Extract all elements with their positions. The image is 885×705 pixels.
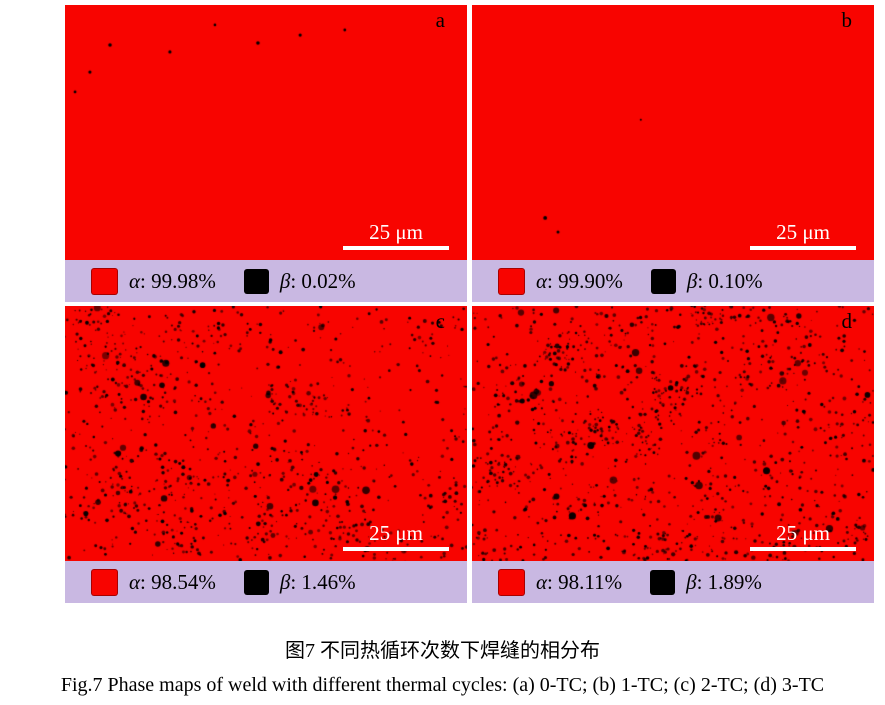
scale-bar-label-a: 25 μm [369,219,423,244]
beta-phase-swatch-d [650,569,676,595]
beta-symbol-a: β [279,268,291,293]
beta-phase-swatch-b [650,268,676,294]
scale-bar-line-b [750,246,856,250]
beta-value-a: : 0.02% [290,268,356,293]
alpha-value-a: : 99.98% [140,268,216,293]
alpha-symbol-d: α [536,569,548,594]
alpha-value-d: : 98.11% [547,569,623,594]
beta-phase-label-c: β: 1.46% [280,570,356,595]
beta-symbol-b: β [686,268,698,293]
alpha-phase-swatch-c [91,568,118,596]
phase-map-canvas-d [472,306,874,561]
alpha-phase-swatch-a [91,267,118,295]
panel-grid: a 25 μm α: 99.98% β: 0.02% b 25 μm [65,5,875,603]
phase-map-b: b 25 μm [472,5,874,260]
alpha-phase-swatch-b [498,267,525,295]
beta-phase-label-d: β: 1.89% [686,570,762,595]
beta-value-c: : 1.46% [290,569,356,594]
beta-phase-swatch-a [243,268,269,294]
scale-bar-label-c: 25 μm [369,520,423,545]
panel-letter-b: b [841,8,853,32]
beta-phase-label-b: β: 0.10% [687,269,763,294]
panel-letter-d: d [841,309,853,333]
scale-bar-c: 25 μm [343,521,449,551]
alpha-symbol-a: α [129,268,141,293]
alpha-value-b: : 99.90% [547,268,623,293]
beta-value-d: : 1.89% [696,569,762,594]
scale-bar-b: 25 μm [750,220,856,250]
beta-symbol-d: β [686,569,697,594]
scale-bar-line-c [343,547,449,551]
alpha-value-c: : 98.54% [140,569,216,594]
alpha-phase-label-c: α: 98.54% [129,570,216,595]
beta-value-b: : 0.10% [697,268,763,293]
phase-map-canvas-a [65,5,467,260]
scale-bar-d: 25 μm [750,521,856,551]
legend-strip-c: α: 98.54% β: 1.46% [65,561,467,603]
figure-captions: 图7 不同热循环次数下焊缝的相分布 Fig.7 Phase maps of we… [0,634,885,697]
legend-strip-b: α: 99.90% β: 0.10% [472,260,874,302]
scale-bar-label-d: 25 μm [776,520,830,545]
alpha-phase-swatch-d [498,568,525,596]
scale-bar-line-d [750,547,856,551]
phase-map-c: c 25 μm [65,306,467,561]
panel-b: b 25 μm α: 99.90% β: 0.10% [472,5,874,302]
alpha-phase-label-d: α: 98.11% [536,570,622,595]
scale-bar-label-b: 25 μm [776,219,830,244]
beta-symbol-c: β [279,569,291,594]
phase-map-canvas-c [65,306,467,561]
scale-bar-a: 25 μm [343,220,449,250]
legend-strip-d: α: 98.11% β: 1.89% [472,561,874,603]
alpha-symbol-b: α [536,268,548,293]
alpha-phase-label-b: α: 99.90% [536,269,623,294]
phase-map-canvas-b [472,5,874,260]
caption-chinese: 图7 不同热循环次数下焊缝的相分布 [285,640,600,662]
panel-a: a 25 μm α: 99.98% β: 0.02% [65,5,467,302]
panel-c: c 25 μm α: 98.54% β: 1.46% [65,306,467,603]
panel-letter-c: c [435,309,445,333]
alpha-symbol-c: α [129,569,141,594]
panel-d: d 25 μm α: 98.11% β: 1.89% [472,306,874,603]
figure-7: a 25 μm α: 99.98% β: 0.02% b 25 μm [65,5,875,603]
phase-map-d: d 25 μm [472,306,874,561]
panel-letter-a: a [435,8,445,32]
scale-bar-line-a [343,246,449,250]
caption-english: Fig.7 Phase maps of weld with different … [60,674,825,696]
beta-phase-label-a: β: 0.02% [280,269,356,294]
phase-map-a: a 25 μm [65,5,467,260]
beta-phase-swatch-c [243,569,269,595]
legend-strip-a: α: 99.98% β: 0.02% [65,260,467,302]
alpha-phase-label-a: α: 99.98% [129,269,216,294]
